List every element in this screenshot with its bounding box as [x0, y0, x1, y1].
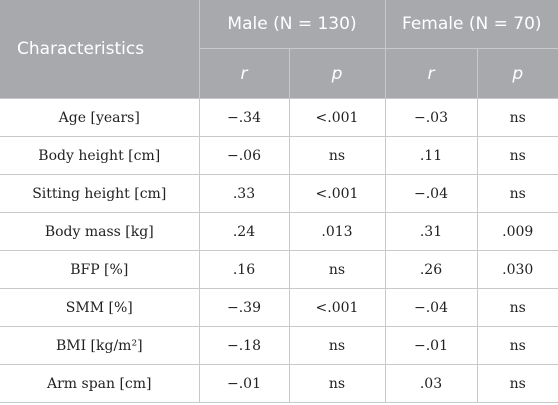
female-r-cell: .31: [384, 212, 477, 251]
row-label: Body height [cm]: [0, 136, 199, 175]
male-p-cell: ns: [288, 326, 385, 365]
header-characteristics: Characteristics: [0, 0, 199, 99]
table-row: BMI [kg/m²] −.18 ns −.01 ns: [0, 326, 558, 365]
table-row: BFP [%] .16 ns .26 .030: [0, 250, 558, 289]
table-row: Age [years] −.34 <.001 −.03 ns: [0, 98, 558, 137]
table-row: Arm span [cm] −.01 ns .03 ns: [0, 364, 558, 403]
female-p-cell: ns: [476, 288, 558, 327]
female-p-cell: ns: [476, 136, 558, 175]
female-r-cell: −.04: [384, 174, 477, 213]
female-r-cell: −.01: [384, 326, 477, 365]
female-p-cell: .009: [476, 212, 558, 251]
row-label: Arm span [cm]: [0, 364, 199, 403]
header-male-p: p: [288, 48, 385, 99]
male-p-cell: ns: [288, 136, 385, 175]
male-r-cell: .24: [198, 212, 289, 251]
male-r-cell: .16: [198, 250, 289, 289]
header-male-group: Male (N = 130): [198, 0, 385, 49]
female-r-cell: .03: [384, 364, 477, 403]
table-row: Body mass [kg] .24 .013 .31 .009: [0, 212, 558, 251]
male-r-cell: −.06: [198, 136, 289, 175]
female-p-cell: .030: [476, 250, 558, 289]
female-p-cell: ns: [476, 98, 558, 137]
table-row: Sitting height [cm] .33 <.001 −.04 ns: [0, 174, 558, 213]
male-p-cell: <.001: [288, 98, 385, 137]
male-p-cell: <.001: [288, 288, 385, 327]
female-p-cell: ns: [476, 326, 558, 365]
male-p-cell: .013: [288, 212, 385, 251]
male-r-cell: −.01: [198, 364, 289, 403]
male-r-cell: −.18: [198, 326, 289, 365]
row-label: Sitting height [cm]: [0, 174, 199, 213]
row-label: SMM [%]: [0, 288, 199, 327]
header-female-p: p: [476, 48, 558, 99]
table-row: Body height [cm] −.06 ns .11 ns: [0, 136, 558, 175]
row-label: BFP [%]: [0, 250, 199, 289]
header-female-r: r: [384, 48, 477, 99]
female-r-cell: .26: [384, 250, 477, 289]
male-r-cell: −.34: [198, 98, 289, 137]
male-p-cell: ns: [288, 364, 385, 403]
female-r-cell: −.03: [384, 98, 477, 137]
table-row: SMM [%] −.39 <.001 −.04 ns: [0, 288, 558, 327]
male-r-cell: −.39: [198, 288, 289, 327]
male-p-cell: ns: [288, 250, 385, 289]
header-female-group: Female (N = 70): [384, 0, 558, 49]
row-label: Age [years]: [0, 98, 199, 137]
female-p-cell: ns: [476, 364, 558, 403]
row-label: Body mass [kg]: [0, 212, 199, 251]
female-p-cell: ns: [476, 174, 558, 213]
male-r-cell: .33: [198, 174, 289, 213]
male-p-cell: <.001: [288, 174, 385, 213]
header-male-r: r: [198, 48, 289, 99]
row-label: BMI [kg/m²]: [0, 326, 199, 365]
female-r-cell: .11: [384, 136, 477, 175]
female-r-cell: −.04: [384, 288, 477, 327]
